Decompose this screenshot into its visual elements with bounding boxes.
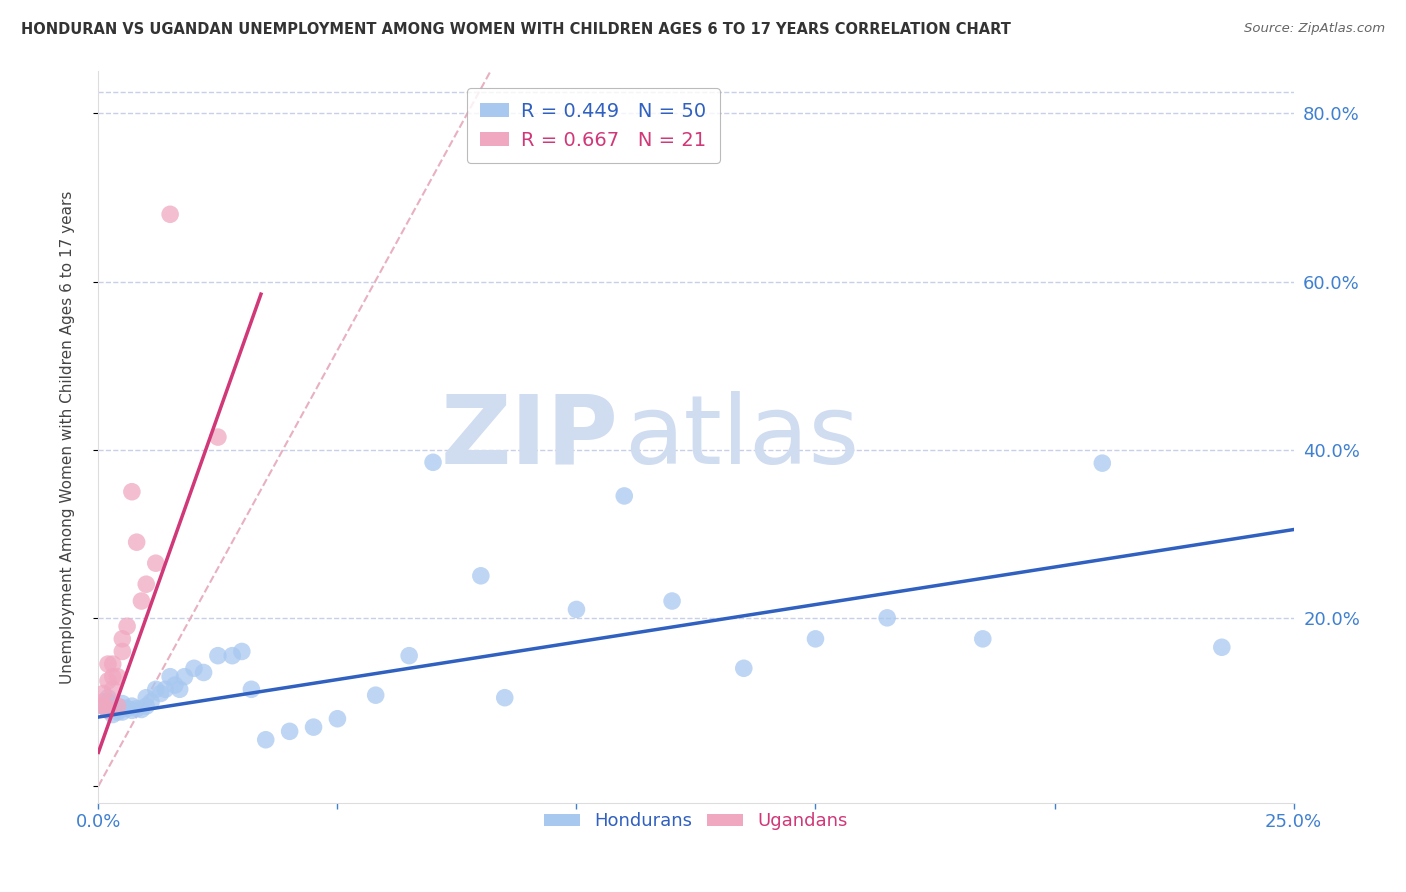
Point (101, 657, 124, 671)
Point (470, 569, 492, 583)
Text: Source: ZipAtlas.com: Source: ZipAtlas.com (1244, 22, 1385, 36)
Point (565, 602, 588, 616)
Point (101, 682, 124, 697)
Point (231, 644, 253, 658)
Point (91, 699, 114, 714)
Point (1211, 640, 1233, 655)
Point (121, 699, 143, 714)
Point (804, 632, 827, 646)
Point (135, 699, 157, 714)
Point (494, 690, 516, 705)
Point (107, 701, 129, 715)
Point (1091, 456, 1114, 470)
Point (972, 632, 994, 646)
Point (278, 724, 301, 739)
Point (193, 665, 215, 680)
Point (169, 682, 191, 697)
Point (135, 690, 157, 705)
Point (240, 682, 263, 697)
Point (107, 670, 129, 684)
Point (159, 207, 181, 221)
Point (125, 535, 148, 549)
Point (139, 695, 162, 709)
Point (733, 661, 755, 675)
Point (254, 732, 277, 747)
Point (155, 682, 177, 697)
Point (91, 695, 114, 709)
Point (115, 701, 138, 715)
Point (135, 577, 157, 591)
Point (422, 455, 444, 469)
Point (111, 644, 134, 658)
Point (661, 594, 683, 608)
Point (121, 703, 143, 717)
Point (111, 632, 134, 646)
Point (145, 682, 167, 697)
Text: ZIP: ZIP (440, 391, 619, 483)
Point (97, 703, 120, 717)
Point (101, 707, 124, 722)
Point (115, 619, 138, 633)
Legend: Hondurans, Ugandans: Hondurans, Ugandans (537, 805, 855, 838)
Point (97, 673, 120, 688)
Point (91, 686, 114, 700)
Point (207, 648, 229, 663)
Point (398, 648, 420, 663)
Point (97, 703, 120, 717)
Point (302, 720, 325, 734)
Point (364, 688, 387, 702)
Point (145, 556, 167, 570)
Point (97, 690, 120, 705)
Point (97, 695, 120, 709)
Point (159, 670, 181, 684)
Y-axis label: Unemployment Among Women with Children Ages 6 to 17 years: Unemployment Among Women with Children A… (60, 190, 75, 684)
Point (207, 430, 229, 444)
Point (107, 699, 129, 714)
Point (101, 670, 124, 684)
Point (125, 701, 148, 715)
Point (613, 489, 636, 503)
Point (131, 594, 153, 608)
Point (111, 705, 134, 719)
Point (111, 700, 134, 714)
Point (97, 657, 120, 671)
Point (163, 678, 186, 692)
Text: HONDURAN VS UGANDAN UNEMPLOYMENT AMONG WOMEN WITH CHILDREN AGES 6 TO 17 YEARS CO: HONDURAN VS UGANDAN UNEMPLOYMENT AMONG W… (21, 22, 1011, 37)
Point (91, 699, 114, 714)
Point (149, 686, 172, 700)
Point (111, 697, 134, 711)
Point (326, 712, 349, 726)
Point (131, 702, 153, 716)
Point (221, 648, 243, 663)
Point (876, 611, 898, 625)
Point (121, 484, 143, 499)
Point (183, 661, 205, 675)
Text: atlas: atlas (624, 391, 859, 483)
Point (107, 705, 129, 719)
Point (173, 670, 195, 684)
Point (101, 699, 124, 714)
